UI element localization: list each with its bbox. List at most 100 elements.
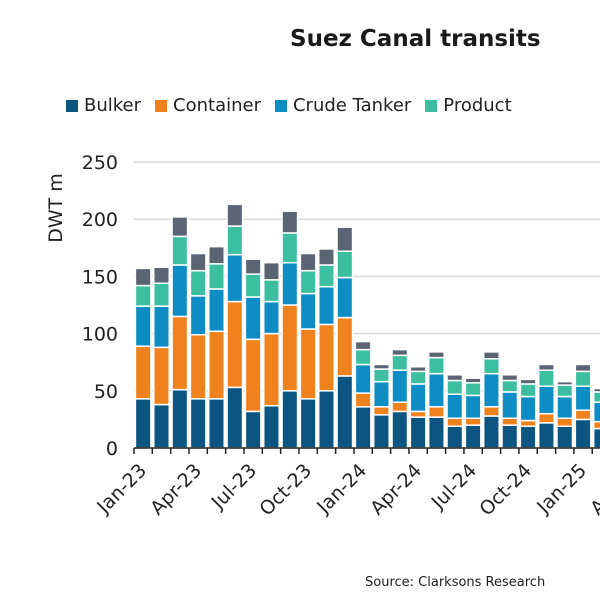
- x-tick-label: Jan-25: [532, 460, 591, 519]
- bar-segment: [372, 380, 390, 408]
- y-tick-label: 250: [82, 152, 118, 174]
- x-tick-label: Jan-24: [312, 460, 371, 519]
- bar-segment: [519, 419, 537, 428]
- bar-segment: [464, 382, 482, 397]
- legend-label: Crude Tanker: [292, 95, 412, 116]
- chart-title: Suez Canal transits: [290, 26, 541, 52]
- bar-segment: [226, 225, 244, 256]
- bar-segment: [574, 363, 592, 373]
- legend-item: Bulker: [66, 95, 141, 116]
- legend-item: Product: [425, 95, 512, 116]
- bar-segment: [152, 282, 170, 307]
- bar-segment: [446, 379, 464, 395]
- bar-segment: [501, 374, 519, 382]
- bar-segment: [336, 226, 354, 252]
- legend-item: Container: [155, 95, 261, 116]
- bar-segment: [299, 328, 317, 400]
- bar-segment: [574, 409, 592, 421]
- bar-segment: [244, 296, 262, 341]
- bar-segment: [556, 417, 574, 428]
- bar-segment: [336, 375, 354, 449]
- bar-segment: [391, 369, 409, 403]
- bar-segment: [336, 276, 354, 319]
- bar-segment: [537, 422, 555, 449]
- bar-segment: [482, 351, 500, 360]
- legend-swatch: [425, 99, 438, 112]
- bar-segment: [574, 418, 592, 449]
- bar-segment: [152, 266, 170, 285]
- bar-segment: [354, 348, 372, 366]
- bar-segment: [134, 267, 152, 287]
- bar-segment: [281, 304, 299, 392]
- bar-segment: [537, 412, 555, 424]
- bar-segment: [244, 273, 262, 298]
- bar-segment: [152, 305, 170, 349]
- bar-segment: [226, 203, 244, 227]
- bar-segment: [317, 264, 335, 288]
- bar-segment: [262, 300, 280, 335]
- x-tick-label: Apr-25: [586, 460, 600, 520]
- x-tick-label: Oct-23: [255, 460, 316, 521]
- bar-segment: [537, 369, 555, 387]
- bar-segment: [207, 398, 225, 449]
- bar-segment: [391, 354, 409, 371]
- bar-segment: [446, 374, 464, 382]
- bar-segment: [391, 401, 409, 413]
- bar-segment: [446, 417, 464, 428]
- bar-segment: [244, 410, 262, 449]
- bar-segment: [592, 401, 600, 423]
- bar-segment: [226, 253, 244, 303]
- bar-segment: [226, 300, 244, 389]
- bar-segment: [354, 392, 372, 408]
- x-tick-label: Oct-24: [475, 460, 536, 521]
- bar-segment: [262, 261, 280, 281]
- bar-segment: [152, 346, 170, 406]
- bar-segment: [427, 351, 445, 359]
- legend-swatch: [274, 99, 287, 112]
- bar-segment: [372, 368, 390, 383]
- bar-segment: [281, 210, 299, 234]
- bar-segment: [317, 323, 335, 392]
- bar-segment: [354, 363, 372, 394]
- x-tick-label: Apr-23: [146, 460, 206, 520]
- bar-segment: [244, 258, 262, 275]
- bar-segment: [519, 425, 537, 449]
- x-tick-label: Jul-24: [427, 460, 481, 514]
- bar-segment: [501, 379, 519, 393]
- bar-segment: [427, 372, 445, 408]
- bar-segment: [592, 427, 600, 449]
- bar-segment: [171, 264, 189, 318]
- bar-segment: [171, 235, 189, 266]
- bar-segment: [372, 363, 390, 370]
- y-tick-label: 150: [82, 266, 118, 288]
- x-tick-label: Jan-23: [92, 460, 151, 519]
- legend-item: Crude Tanker: [274, 95, 412, 116]
- bar-segment: [299, 269, 317, 295]
- bar-segment: [464, 394, 482, 420]
- bar-segment: [501, 391, 519, 420]
- bar-segment: [391, 410, 409, 449]
- bar-segment: [299, 398, 317, 449]
- bar-segment: [464, 417, 482, 426]
- bar-segment: [281, 232, 299, 264]
- bar-segment: [244, 338, 262, 413]
- bar-segment: [556, 380, 574, 386]
- bar-segment: [519, 395, 537, 422]
- bar-segment: [189, 398, 207, 449]
- bar-segment: [409, 366, 427, 373]
- bar-segment: [336, 316, 354, 377]
- bar-segment: [207, 288, 225, 333]
- bar-segment: [537, 385, 555, 415]
- bar-segment: [592, 420, 600, 430]
- bar-segment: [262, 404, 280, 449]
- legend-swatch: [155, 99, 168, 112]
- bar-segment: [134, 284, 152, 307]
- bar-segment: [574, 385, 592, 411]
- bar-segment: [409, 370, 427, 385]
- bar-segment: [482, 372, 500, 408]
- bar-segment: [446, 393, 464, 420]
- bar-segment: [171, 216, 189, 238]
- bar-segment: [262, 332, 280, 407]
- bar-segment: [519, 378, 537, 385]
